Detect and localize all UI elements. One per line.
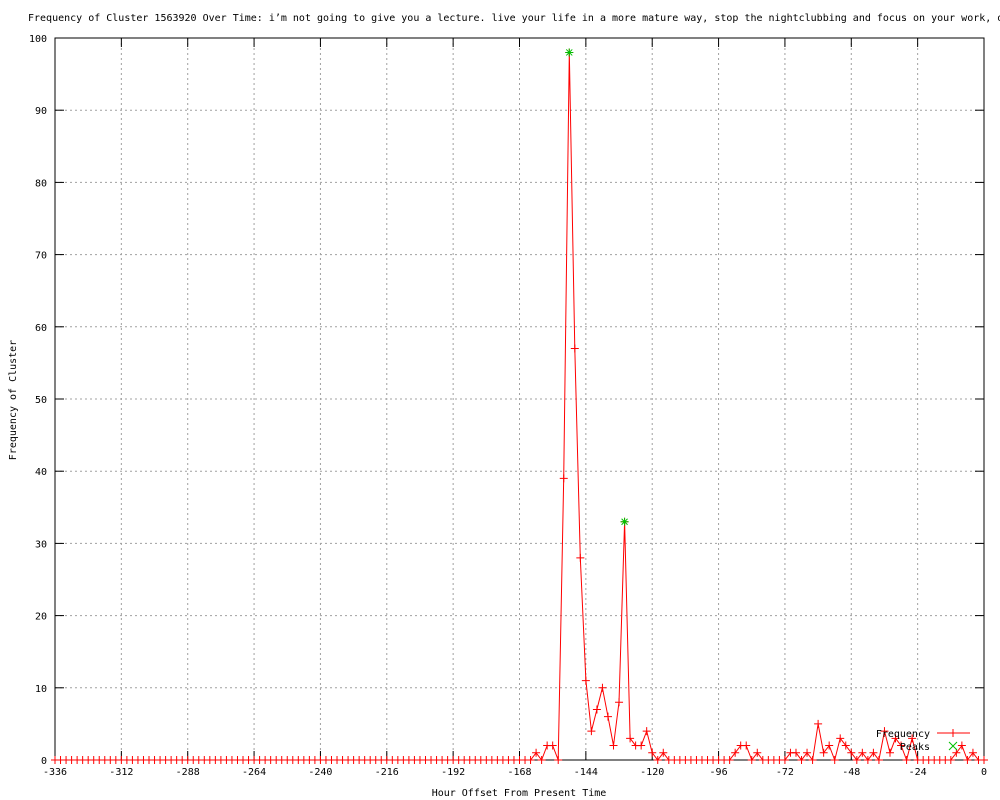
frequency-point — [814, 719, 823, 728]
legend: Frequency Peaks — [876, 729, 970, 753]
y-tick-label: 30 — [35, 539, 47, 550]
x-tick-label: -96 — [710, 767, 728, 778]
y-tick-label: 50 — [35, 395, 47, 406]
frequency-point — [869, 748, 878, 757]
frequency-point — [747, 756, 756, 764]
frequency-point — [847, 748, 856, 757]
x-tick-label: -48 — [842, 767, 860, 778]
frequency-point — [615, 698, 624, 707]
x-tick-label: -336 — [43, 767, 67, 778]
frequency-point — [957, 741, 966, 750]
y-tick-label: 60 — [35, 323, 47, 334]
frequency-point — [780, 756, 789, 764]
frequency-point — [603, 712, 612, 721]
frequency-point — [725, 756, 734, 764]
legend-key-frequency — [937, 729, 970, 737]
x-tick-label: -216 — [375, 767, 399, 778]
frequency-point — [548, 741, 557, 750]
frequency-point — [946, 756, 955, 764]
x-tick-label: 0 — [981, 767, 987, 778]
frequency-point — [902, 756, 911, 764]
y-tick-label: 90 — [35, 106, 47, 117]
frequency-point — [968, 748, 977, 757]
frequency-point — [642, 727, 651, 736]
frequency-point — [559, 474, 568, 483]
x-tick-label: -168 — [507, 767, 531, 778]
peak-point — [620, 517, 629, 526]
frequency-point — [598, 683, 607, 692]
frequency-point — [880, 727, 889, 736]
frequency-point — [537, 756, 546, 764]
grid — [55, 38, 984, 760]
x-tick-label: -120 — [640, 767, 664, 778]
frequency-point — [581, 676, 590, 685]
frequency-point — [808, 756, 817, 764]
frequency-point — [852, 756, 861, 764]
frequency-point — [742, 741, 751, 750]
x-tick-label: -24 — [909, 767, 927, 778]
frequency-point — [819, 748, 828, 757]
x-tick-label: -192 — [441, 767, 465, 778]
x-tick-label: -312 — [109, 767, 133, 778]
frequency-point — [653, 756, 662, 764]
frequency-point — [648, 748, 657, 757]
axes: -336 -312 -288 -264 -240 -216 -192 -168 -144 -120… — [29, 34, 987, 778]
peak-point — [565, 48, 574, 57]
frequency-point — [576, 553, 585, 562]
frequency-point — [863, 756, 872, 764]
frequency-point — [891, 734, 900, 743]
frequency-point — [731, 748, 740, 757]
y-tick-label: 80 — [35, 178, 47, 189]
chart-title: Frequency of Cluster 1563920 Over Time: … — [28, 13, 1000, 24]
y-tick-label: 40 — [35, 467, 47, 478]
frequency-point — [825, 741, 834, 750]
frequency-point — [836, 734, 845, 743]
frequency-point — [858, 748, 867, 757]
legend-label-frequency: Frequency — [876, 729, 930, 740]
y-tick-label: 100 — [29, 34, 47, 45]
frequency-point — [874, 756, 883, 764]
legend-label-peaks: Peaks — [900, 742, 930, 753]
y-axis-label: Frequency of Cluster — [8, 340, 19, 460]
frequency-point — [659, 748, 668, 757]
y-tick-label: 70 — [35, 251, 47, 262]
x-tick-label: -144 — [574, 767, 598, 778]
frequency-point — [952, 748, 961, 757]
frequency-point — [963, 756, 972, 764]
legend-key-peaks — [948, 741, 958, 751]
frequency-point — [570, 344, 579, 353]
frequency-point — [908, 734, 917, 743]
y-tick-label: 0 — [41, 756, 47, 767]
frequency-point — [980, 756, 988, 764]
frequency-point — [830, 756, 839, 764]
x-tick-label: -72 — [776, 767, 794, 778]
x-axis-label: Hour Offset From Present Time — [432, 788, 607, 799]
x-tick-label: -288 — [176, 767, 200, 778]
frequency-point — [587, 727, 596, 736]
frequency-point — [592, 705, 601, 714]
x-tick-label: -264 — [242, 767, 266, 778]
frequency-point — [753, 748, 762, 757]
frequency-point — [626, 734, 635, 743]
y-tick-label: 20 — [35, 612, 47, 623]
frequency-point — [532, 748, 541, 757]
frequency-point — [897, 741, 906, 750]
frequency-point — [797, 756, 806, 764]
y-tick-label: 10 — [35, 684, 47, 695]
x-tick-label: -240 — [308, 767, 332, 778]
legend-marker-peaks — [948, 741, 958, 751]
frequency-point — [803, 748, 812, 757]
frequency-point — [526, 756, 535, 764]
series-layer — [51, 48, 988, 764]
frequency-point — [637, 741, 646, 750]
frequency-point — [554, 756, 563, 764]
frequency-point — [791, 748, 800, 757]
frequency-point — [885, 748, 894, 757]
legend-marker-frequency — [949, 729, 957, 737]
frequency-point — [841, 741, 850, 750]
frequency-point — [609, 741, 618, 750]
